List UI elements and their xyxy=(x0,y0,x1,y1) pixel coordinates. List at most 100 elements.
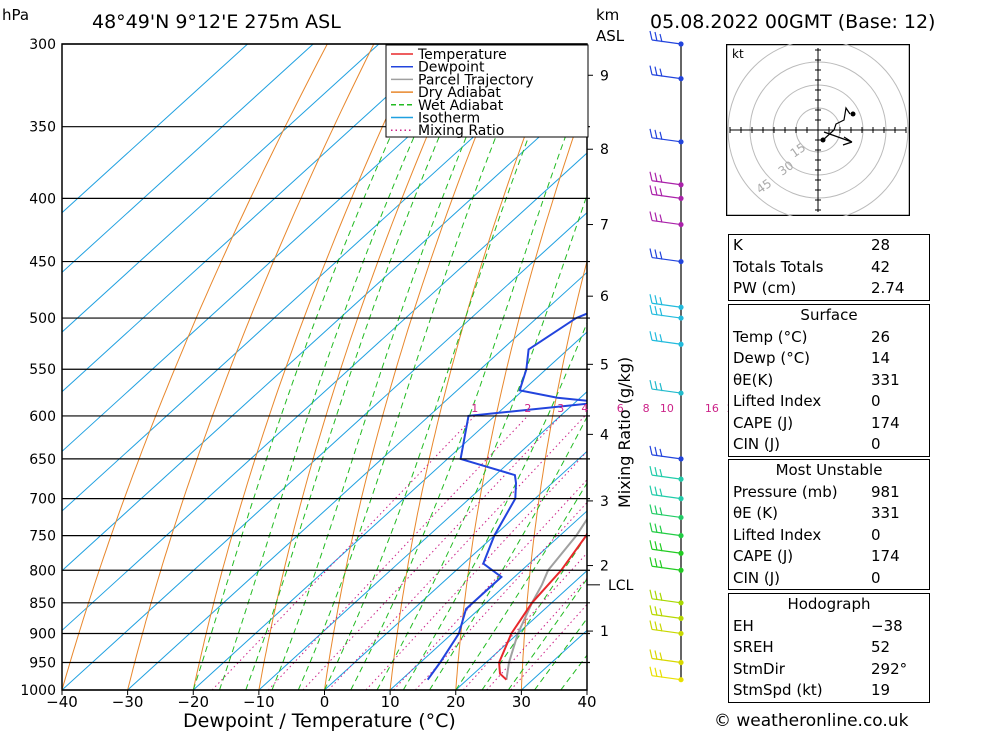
dry-adiabat-line xyxy=(192,44,421,690)
wind-barb xyxy=(649,128,682,143)
mu-cape-value: 174 xyxy=(871,547,900,565)
precipitable-water-label: PW (cm) xyxy=(733,279,797,297)
isotherm-line xyxy=(62,44,380,333)
pressure-tick-label: 850 xyxy=(29,596,56,612)
mu-theta-value: 331 xyxy=(871,504,900,522)
legend-entry: Isotherm xyxy=(418,111,480,127)
surface-cin-value: 0 xyxy=(871,435,881,453)
isotherm-line xyxy=(324,450,587,690)
copyright-footer[interactable]: © weatheronline.co.uk xyxy=(714,711,909,731)
wind-barb xyxy=(649,331,682,345)
isotherm-line xyxy=(455,570,587,690)
legend-entry: Mixing Ratio xyxy=(418,123,504,139)
mixing-ratio-label: 1 xyxy=(471,402,478,415)
mu-li-value: 0 xyxy=(871,525,881,544)
hodograph-end-dot xyxy=(850,111,856,117)
surface-theta-label: θE(K) xyxy=(733,370,774,389)
pressure-tick-label: 800 xyxy=(29,563,56,579)
pressure-tick-label: 550 xyxy=(29,362,56,378)
hodograph-table: Hodograph EH −38 SREH 52 StmDir 292° StmSpd… xyxy=(728,593,930,703)
wind-level-marker xyxy=(678,550,684,556)
km-tick-label: 1 xyxy=(600,624,609,640)
wet-adiabat-line xyxy=(429,415,587,690)
mixing-ratio-line xyxy=(462,552,587,690)
isotherm-line xyxy=(62,44,511,453)
wind-barb xyxy=(649,211,682,226)
wind-barb xyxy=(649,465,682,480)
most-unstable-title: Most Unstable xyxy=(775,461,883,479)
isotherm-line xyxy=(62,44,577,512)
hodograph-unit-label: kt xyxy=(732,47,744,61)
stmdir-label: StmDir xyxy=(733,659,785,678)
hodograph-table-title: Hodograph xyxy=(787,595,871,613)
wind-barb xyxy=(649,605,682,619)
wet-adiabat-line xyxy=(297,44,534,690)
mixing-ratio-label: 8 xyxy=(643,402,650,415)
wet-adiabat-line xyxy=(481,534,587,690)
isotherm-line xyxy=(258,391,587,690)
km-tick-label: 8 xyxy=(600,142,609,158)
pressure-tick-label: 350 xyxy=(29,120,56,136)
totals-totals-value: 42 xyxy=(871,257,891,276)
wind-level-marker xyxy=(678,659,684,666)
legend-entry: Dry Adiabat xyxy=(418,85,501,101)
sreh-label: SREH xyxy=(733,638,774,656)
temperature-series-line xyxy=(498,531,587,681)
surface-title: Surface xyxy=(800,306,858,324)
wind-barb xyxy=(649,649,682,664)
pressure-tick-label: 300 xyxy=(29,37,56,53)
wind-barb xyxy=(649,304,682,319)
mixing-ratio-line xyxy=(365,450,587,690)
stmspd-label: StmSpd (kt) xyxy=(733,681,823,699)
surface-temp-label: Temp (°C) xyxy=(733,327,808,346)
pressure-tick-label: 600 xyxy=(29,409,56,425)
surface-li-label: Lifted Index xyxy=(733,392,822,410)
mixing-ratio-line xyxy=(328,415,586,690)
x-tick-label: 10 xyxy=(381,693,400,711)
storm-motion-arrow xyxy=(823,131,853,146)
mu-cin-value: 0 xyxy=(871,568,881,587)
pressure-tick-label: 1000 xyxy=(20,683,56,699)
totals-totals-label: Totals Totals xyxy=(733,257,824,276)
location-title: 48°49'N 9°12'E 275m ASL xyxy=(92,11,341,33)
legend-entry: Wet Adiabat xyxy=(418,98,504,114)
wet-adiabat-line xyxy=(376,193,587,690)
dry-adiabat-line xyxy=(258,44,468,690)
km-tick-label: 6 xyxy=(600,289,609,305)
pressure-tick-label: 700 xyxy=(29,492,56,508)
surface-li-value: 0 xyxy=(871,392,881,410)
mixing-ratio-label: 2 xyxy=(524,402,531,415)
isotherm-line xyxy=(127,271,587,690)
lcl-label: LCL xyxy=(608,578,634,594)
hodograph-trace xyxy=(822,106,851,141)
mu-theta-label: θE (K) xyxy=(733,504,778,522)
wet-adiabat-line xyxy=(402,321,587,690)
x-tick-label: −20 xyxy=(177,693,209,711)
km-tick-label: 3 xyxy=(600,494,609,510)
mu-pressure-label: Pressure (mb) xyxy=(733,482,838,501)
wet-adiabat-line xyxy=(324,44,566,690)
sreh-value: 52 xyxy=(871,638,891,656)
dry-adiabat-line xyxy=(949,44,981,690)
wind-barb xyxy=(649,379,682,394)
mixing-ratio-label: 3 xyxy=(557,402,564,415)
wind-barb xyxy=(649,30,682,45)
isotherm-line xyxy=(62,92,587,572)
x-tick-label: −10 xyxy=(243,693,275,711)
wind-barb xyxy=(649,666,682,681)
wind-barb xyxy=(649,65,682,80)
mu-cin-label: CIN (J) xyxy=(733,568,781,587)
wind-barb xyxy=(649,445,682,460)
legend-entry: Dewpoint xyxy=(418,60,485,76)
wet-adiabat-line xyxy=(245,44,480,690)
stmdir-value: 292° xyxy=(871,659,908,678)
km-tick-label: 2 xyxy=(600,559,609,575)
wind-barb xyxy=(649,540,682,554)
wind-barb xyxy=(649,185,682,199)
most-unstable-table: Most Unstable Pressure (mb) 981 θE (K) 331… xyxy=(728,459,930,590)
asl-label: ASL xyxy=(596,27,625,45)
wind-barb xyxy=(649,171,682,186)
pressure-tick-label: 750 xyxy=(29,529,56,545)
wet-adiabat-line xyxy=(534,617,587,690)
